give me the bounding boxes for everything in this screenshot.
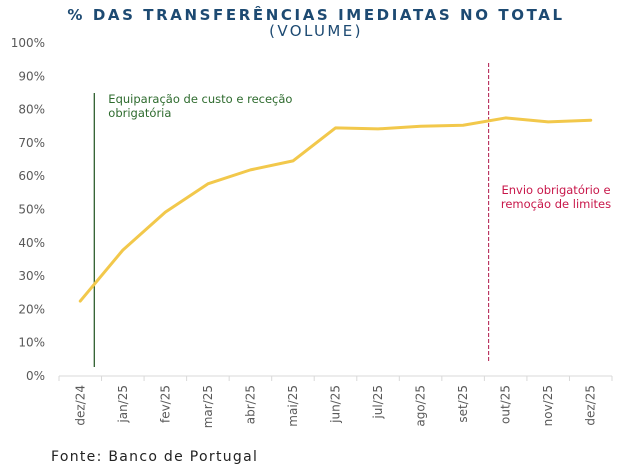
x-tick-label: nov/25	[541, 385, 555, 426]
y-tick-label: 80%	[18, 103, 45, 117]
x-tick-label: fev/25	[158, 385, 172, 423]
y-tick-label: 0%	[26, 369, 45, 383]
y-tick-label: 90%	[18, 69, 45, 83]
x-tick-label: ago/25	[414, 385, 428, 427]
x-tick-label: mai/25	[286, 385, 300, 427]
x-tick-label: dez/25	[584, 385, 598, 426]
x-tick-label: set/25	[456, 385, 470, 423]
x-tick-label: dez/24	[73, 385, 87, 426]
annotation-text-green: obrigatória	[108, 106, 171, 120]
chart-subtitle: (VOLUME)	[269, 22, 363, 40]
y-tick-label: 50%	[18, 203, 45, 217]
x-tick-label: out/25	[499, 385, 513, 424]
annotation-text-red: remoção de limites	[501, 197, 611, 211]
y-tick-label: 10%	[18, 336, 45, 350]
annotations: Equiparação de custo e receçãoobrigatóri…	[93, 63, 611, 367]
chart-title: % DAS TRANSFERÊNCIAS IMEDIATAS NO TOTAL	[67, 6, 565, 24]
x-tick-label: jun/25	[329, 385, 343, 424]
y-axis: 0% 10% 20% 30% 40% 50% 60% 70% 80% 90% 100%	[11, 36, 45, 383]
y-tick-label: 20%	[18, 302, 45, 316]
series-group	[78, 116, 593, 303]
x-tick-label: jul/25	[371, 385, 385, 420]
y-tick-label: 60%	[18, 169, 45, 183]
x-tick-label: jan/25	[116, 385, 130, 424]
source-note: Fonte: Banco de Portugal	[51, 449, 259, 465]
y-tick-label: 70%	[18, 136, 45, 150]
y-tick-label: 30%	[18, 269, 45, 283]
x-tick-label: abr/25	[243, 385, 257, 424]
x-axis: dez/24 jan/25 fev/25 mar/25 abr/25 mai/25 jun/…	[58, 375, 613, 428]
annotation-text-red: Envio obrigatório e	[501, 183, 610, 197]
y-tick-label: 40%	[18, 236, 45, 250]
x-tick-label: mar/25	[201, 385, 215, 428]
annotation-text-green: Equiparação de custo e receção	[108, 92, 292, 106]
y-tick-label: 100%	[11, 36, 45, 50]
